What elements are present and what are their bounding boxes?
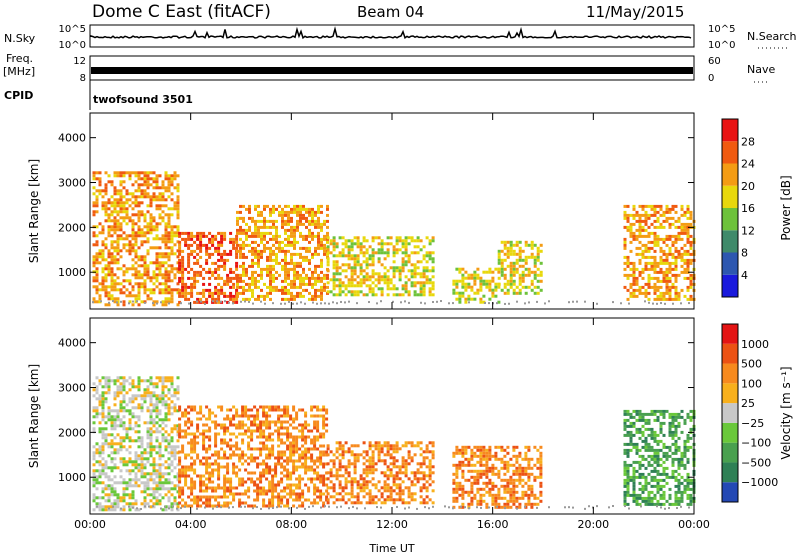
colorbar-tick-label: 500 [741,358,762,371]
y-tick-label: 2000 [58,221,86,234]
velocity-echo-region [178,405,329,508]
colorbar-tick-label: 16 [741,202,755,215]
colorbar-swatch [722,230,738,253]
colorbar-swatch [722,442,738,463]
power-panel: 1000 2000 3000 4000 Slant Range [km] 4 8 12 16 20… [27,112,793,310]
nave-tick-hi: 60 [708,56,721,67]
x-tick-label: 08:00 [275,518,307,531]
y-tick-label: 2000 [58,426,86,439]
colorbar-tick-label: 28 [741,135,755,148]
freq-tick-hi: 12 [73,56,86,67]
colorbar-tick-label: 25 [741,397,755,410]
velocity-echo-region [92,376,180,512]
power-echo-region [452,267,501,304]
y-axis-label: Slant Range [km] [27,159,41,263]
beam-label: Beam 04 [357,3,424,21]
colorbar-swatch [722,163,738,186]
cpid-label: CPID [4,89,33,102]
colorbar-swatch [722,422,738,443]
x-tick-label: 20:00 [577,518,609,531]
freq-label-2: [MHz] [3,65,35,78]
colorbar-swatch [722,383,738,404]
colorbar-label: Power [dB] [779,175,793,240]
colorbar-swatch [722,324,738,344]
power-echo-region [178,231,239,304]
y-tick-label: 4000 [58,337,86,350]
colorbar-tick-label: 1000 [741,338,769,351]
nsky-tick-hi: 10^5 [59,24,86,35]
nsky-trace [90,26,692,40]
y-tick-label: 3000 [58,177,86,190]
colorbar-swatch [722,482,738,502]
nsearch-label: N.Search [747,30,797,43]
colorbar-label: Velocity [m s⁻¹] [779,366,793,459]
colorbar-tick-label: 20 [741,180,755,193]
x-axis-label: Time UT [368,542,414,554]
x-tick-label: 12:00 [376,518,408,531]
nave-tick-lo: 0 [708,73,714,84]
freq-tick-lo: 8 [80,73,86,84]
x-tick-label: 00:00 [678,518,710,531]
cpid-text: twofsound 3501 [93,93,193,106]
colorbar-frame [721,323,739,503]
colorbar-swatch [722,185,738,208]
nave-label: Nave [747,63,775,76]
y-axis-label: Slant Range [km] [27,364,41,468]
colorbar-tick-label: −1000 [741,476,778,489]
colorbar-tick-label: 8 [741,247,748,260]
velocity-ground-scatter [96,505,690,510]
nsky-label: N.Sky [4,32,36,45]
colorbar-tick-label: 12 [741,224,755,237]
colorbar-swatch [722,208,738,231]
colorbar-tick-label: −25 [741,417,764,430]
nsearch-tick-lo: 10^0 [708,40,735,51]
colorbar-tick-label: 24 [741,158,755,171]
colorbar-frame [721,118,739,298]
colorbar-tick-label: 4 [741,269,748,282]
power-echo-region [497,240,543,295]
x-tick-label: 00:00 [74,518,106,531]
colorbar-tick-label: 100 [741,377,762,390]
x-tick-label: 16:00 [477,518,509,531]
colorbar-tick-label: −500 [741,456,771,469]
colorbar-swatch [722,363,738,384]
y-tick-label: 1000 [58,471,86,484]
power-echo-region [236,204,329,301]
colorbar-swatch [722,343,738,364]
station-title: Dome C East (fitACF) [92,2,271,22]
freq-trace [91,67,693,74]
y-tick-label: 1000 [58,266,86,279]
power-echo-region [623,204,696,301]
y-tick-label: 3000 [58,382,86,395]
freq-label-1: Freq. [6,52,33,65]
velocity-echo-region [326,441,435,505]
colorbar-swatch [722,119,738,142]
nsky-tick-lo: 10^0 [59,40,86,51]
colorbar-tick-label: −100 [741,437,771,450]
colorbar-swatch [722,252,738,275]
colorbar-swatch [722,141,738,164]
colorbar-swatch [722,462,738,483]
x-tick-label: 04:00 [175,518,207,531]
velocity-echo-region [452,445,543,509]
power-echo-region [326,236,435,297]
colorbar-swatch [722,403,738,423]
nsky-strip [89,24,695,48]
date-label: 11/May/2015 [586,3,684,21]
power-echo-region [92,171,180,307]
y-tick-label: 4000 [58,132,86,145]
nsearch-tick-hi: 10^5 [708,24,735,35]
velocity-panel: 1000 2000 3000 4000 00:00 04:00 08:00 12:00 16:0… [27,317,793,531]
colorbar-swatch [722,274,738,297]
